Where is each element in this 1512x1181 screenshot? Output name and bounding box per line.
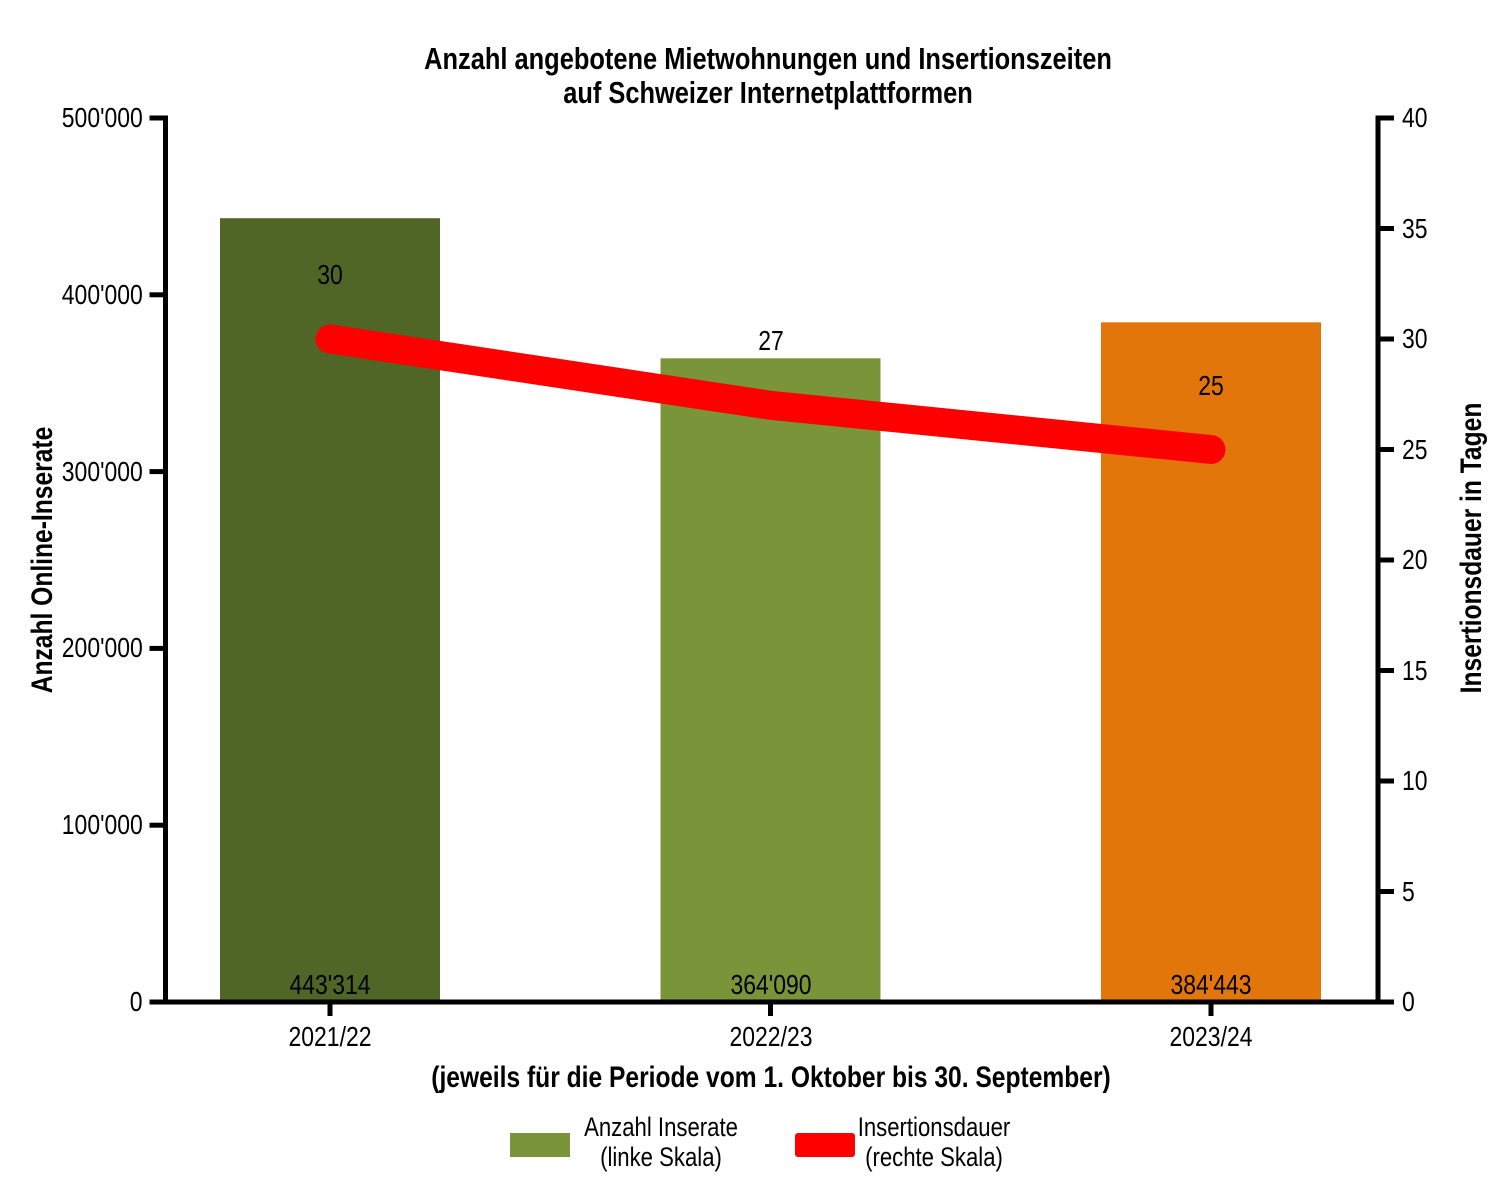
legend-label-anzahl-inserate: Anzahl Inserate (linke Skala)	[584, 1112, 738, 1172]
chart-title-line-1: Anzahl angebotene Mietwohnungen und Inse…	[424, 41, 1112, 76]
legend-label-insertionsdauer-line-1: Insertionsdauer	[857, 1112, 1011, 1142]
legend-swatch-anzahl-inserate	[510, 1133, 570, 1157]
chart-title-line-2: auf Schweizer Internetplattformen	[563, 75, 973, 110]
insertionsdauer-line	[315, 324, 1226, 464]
x-axis-title: (jeweils für die Periode vom 1. Oktober …	[431, 1061, 1111, 1094]
legend-swatch-insertionsdauer	[795, 1133, 855, 1157]
legend-label-anzahl-inserate-line-2: (linke Skala)	[600, 1142, 722, 1172]
chart-title: Anzahl angebotene Mietwohnungen und Inse…	[424, 42, 1112, 110]
legend-label-anzahl-inserate-line-1: Anzahl Inserate	[584, 1112, 738, 1142]
bar-2022/23	[660, 358, 881, 1002]
bar-2023/24	[1101, 322, 1321, 1002]
legend-label-insertionsdauer: Insertionsdauer (rechte Skala)	[858, 1112, 1011, 1172]
legend-label-insertionsdauer-line-2: (rechte Skala)	[865, 1142, 1003, 1172]
